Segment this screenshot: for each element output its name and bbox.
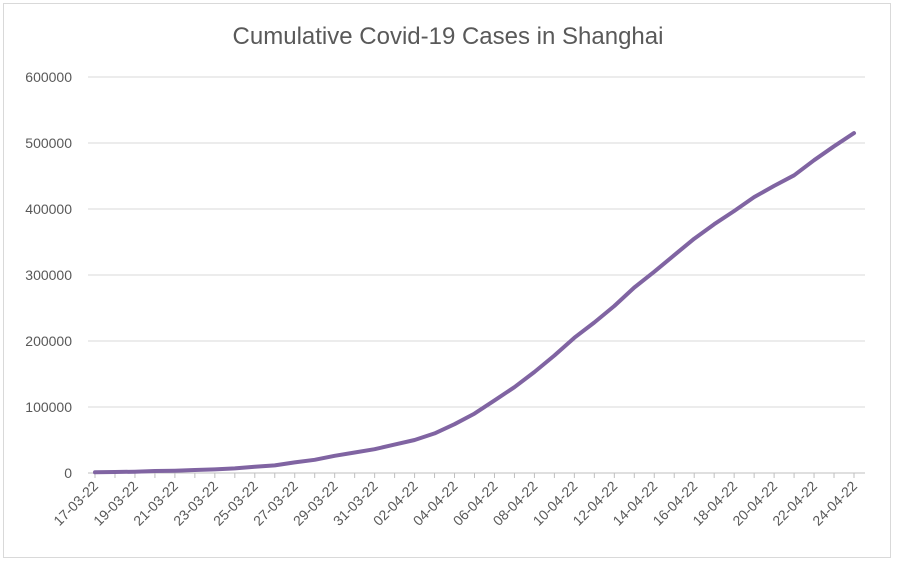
data-point [474, 413, 475, 414]
data-point [354, 452, 355, 453]
x-tick-label: 24-04-22 [809, 478, 860, 529]
data-point [734, 210, 735, 211]
data-point [834, 146, 835, 147]
data-point [174, 470, 175, 471]
data-point [494, 400, 495, 401]
data-point [314, 459, 315, 460]
data-point [774, 185, 775, 186]
data-point [614, 306, 615, 307]
y-tick-label: 600000 [25, 69, 72, 85]
data-point [854, 133, 855, 134]
chart-title: Cumulative Covid-19 Cases in Shanghai [233, 23, 664, 50]
x-axis: 17-03-2219-03-2221-03-2223-03-2225-03-22… [50, 473, 860, 529]
y-tick-label: 400000 [25, 201, 72, 217]
data-point [454, 424, 455, 425]
data-point [394, 444, 395, 445]
data-point [254, 466, 255, 467]
y-tick-label: 300000 [25, 267, 72, 283]
data-point [754, 197, 755, 198]
data-point [294, 462, 295, 463]
data-point [154, 471, 155, 472]
series-line [93, 131, 856, 475]
data-point [274, 465, 275, 466]
data-point [574, 337, 575, 338]
data-point [95, 472, 96, 473]
data-point [554, 355, 555, 356]
y-tick-label: 0 [64, 465, 72, 481]
data-point [114, 472, 115, 473]
series-layer [93, 131, 856, 475]
data-point [694, 238, 695, 239]
data-point [234, 468, 235, 469]
data-point [214, 469, 215, 470]
y-axis: 0 100000 200000 300000 400000 500000 600000 [25, 69, 72, 481]
data-point [594, 322, 595, 323]
data-point [534, 372, 535, 373]
data-point [194, 470, 195, 471]
data-point [794, 175, 795, 176]
data-point [654, 271, 655, 272]
data-point [434, 433, 435, 434]
data-point [414, 440, 415, 441]
y-tick-label: 500000 [25, 135, 72, 151]
data-point [674, 255, 675, 256]
y-tick-label: 200000 [25, 333, 72, 349]
line-chart: Cumulative Covid-19 Cases in Shanghai 01… [25, 23, 865, 529]
data-point [334, 455, 335, 456]
data-point [134, 471, 135, 472]
data-point [814, 160, 815, 161]
data-point [514, 387, 515, 388]
data-point [374, 449, 375, 450]
y-tick-label: 100000 [25, 399, 72, 415]
data-point [714, 224, 715, 225]
gridlines [88, 76, 865, 474]
data-point [634, 287, 635, 288]
